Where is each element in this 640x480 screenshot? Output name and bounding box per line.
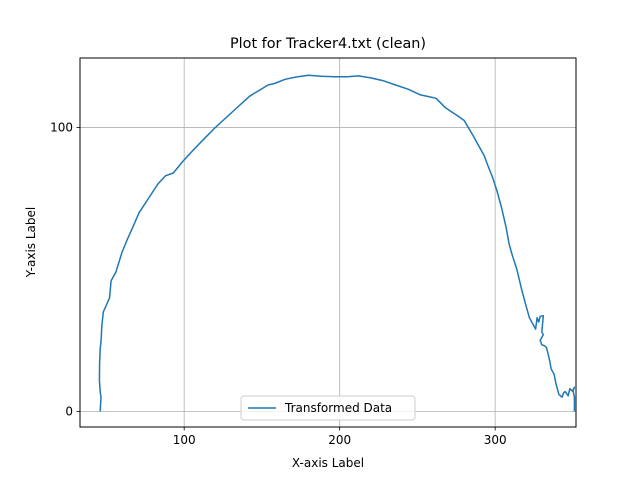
y-axis-label: Y-axis Label [24,207,38,278]
series-layer [98,74,576,412]
plot-area [80,58,576,427]
x-tick-label: 300 [484,433,507,447]
plot-frame [79,57,577,428]
ticks: 100 200 300 0 100 [50,121,507,447]
x-tick-label: 200 [328,433,351,447]
chart-title: Plot for Tracker4.txt (clean) [230,36,426,52]
x-tick-label: 100 [173,433,196,447]
legend-box [240,395,416,421]
x-axis-label: X-axis Label [292,456,364,470]
series-line [98,74,576,412]
legend-label: Transformed Data [284,401,392,415]
legend: Transformed Data [240,395,416,421]
y-tick-label: 0 [65,404,73,418]
y-tick-label: 100 [50,121,73,135]
